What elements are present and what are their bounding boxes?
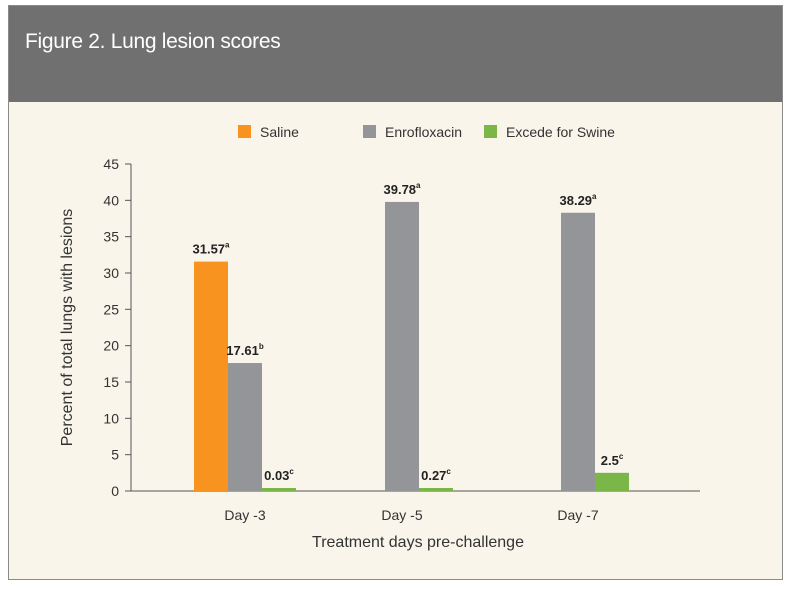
x-tick-label: Day -3 [224,507,265,523]
data-label-superscript: a [416,181,421,190]
y-tick-label: 40 [103,192,119,208]
data-label-superscript: b [259,342,264,351]
y-tick-label: 35 [103,229,119,245]
bar-enrofloxacin [228,363,262,491]
data-label-superscript: c [289,467,294,476]
legend-swatch-saline [238,125,251,138]
bar-excede-for-swine [419,488,453,491]
y-tick-label: 5 [111,447,119,463]
y-tick-label: 0 [111,483,119,499]
data-label: 2.5c [601,452,624,468]
data-label: 0.27c [421,467,451,483]
legend-swatch-excede-for-swine [484,125,497,138]
bar-saline [194,261,228,491]
bar-enrofloxacin [385,201,419,491]
data-label: 39.78a [384,181,422,197]
bar-excede-for-swine [595,472,629,491]
bar-enrofloxacin [561,212,595,491]
legend-label: Excede for Swine [506,124,615,140]
data-label-superscript: a [225,241,230,250]
y-tick-label: 10 [103,410,119,426]
data-label-superscript: a [592,192,597,201]
y-tick-label: 20 [103,338,119,354]
legend-label: Enrofloxacin [385,124,462,140]
data-label: 31.57a [193,241,231,257]
x-tick-label: Day -7 [557,507,598,523]
legend-swatch-enrofloxacin [363,125,376,138]
figure-title: Figure 2. Lung lesion scores [25,30,281,53]
data-label-superscript: c [446,467,451,476]
figure-header: Figure 2. Lung lesion scores [9,6,782,102]
y-tick-label: 15 [103,374,119,390]
bar-excede-for-swine [262,488,296,491]
y-axis-label: Percent of total lungs with lesions [59,209,76,446]
y-tick-label: 45 [103,156,119,172]
data-label: 0.03c [264,467,294,483]
x-tick-label: Day -5 [381,507,422,523]
legend-label: Saline [260,124,299,140]
data-label: 38.29a [560,192,598,208]
x-axis-label: Treatment days pre-challenge [312,534,524,551]
data-label: 17.61b [226,342,264,358]
data-label-superscript: c [619,452,624,461]
y-tick-label: 30 [103,265,119,281]
y-tick-label: 25 [103,301,119,317]
